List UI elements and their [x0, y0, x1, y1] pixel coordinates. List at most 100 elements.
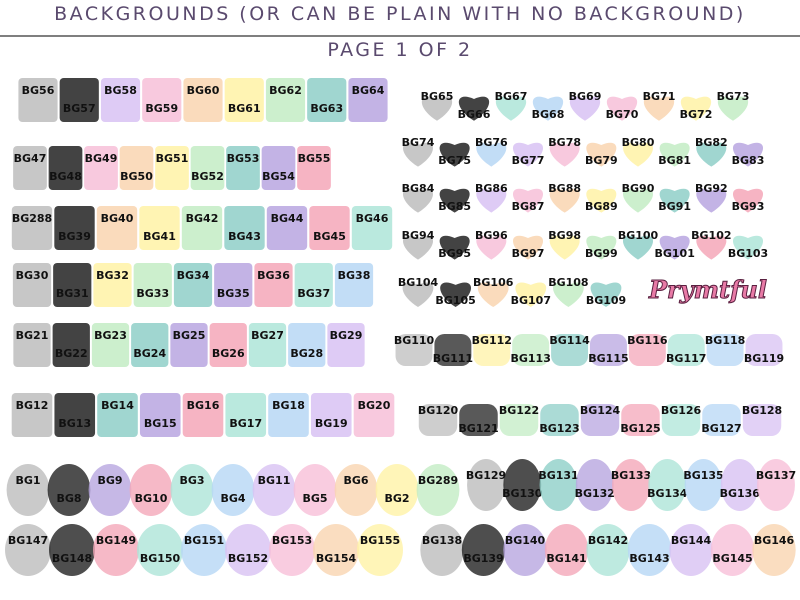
swatch-label: BG64 [352, 84, 385, 97]
swatch-label: BG108 [548, 276, 588, 289]
swatch-label: BG84 [402, 182, 435, 195]
swatch-label: BG123 [539, 422, 579, 435]
square-swatch [91, 323, 130, 367]
watercolor-swatch [434, 334, 472, 366]
splash-swatch [710, 524, 755, 576]
heart-swatch [402, 142, 434, 167]
square-swatch [52, 323, 90, 367]
swatch-label: BG126 [661, 404, 702, 417]
square-swatch [13, 146, 47, 190]
heart-swatch [532, 96, 564, 121]
swatch-label: BG44 [271, 212, 304, 225]
swatch-label: BG48 [49, 170, 82, 183]
swatch-label: BG127 [701, 422, 741, 435]
watercolor-swatch [512, 334, 550, 366]
swatch-label: BG98 [548, 229, 581, 242]
swatch-label: BG99 [585, 247, 618, 260]
heart-swatch [659, 188, 690, 213]
square-swatch [327, 323, 365, 367]
swatch-label: BG106 [473, 276, 514, 289]
swatch-label: BG1 [15, 474, 40, 487]
swatch-label: BG74 [402, 136, 435, 149]
swatch-label: BG154 [316, 552, 357, 565]
swatch-label: BG51 [156, 152, 189, 165]
swatch-label: BG102 [691, 229, 731, 242]
swatch-label: BG100 [618, 229, 659, 242]
swatch-label: BG15 [144, 417, 177, 430]
heart-swatch [512, 235, 544, 260]
square-swatch [173, 263, 213, 307]
swatch-label: BG141 [546, 552, 586, 565]
square-swatch [225, 393, 267, 437]
heart-swatch [512, 142, 544, 167]
swatch-label: BG61 [228, 102, 261, 115]
square-swatch [288, 323, 326, 367]
heart-swatch [659, 235, 690, 260]
swatch-label: BG29 [330, 329, 363, 342]
swatch-label: BG45 [313, 230, 346, 243]
swatch-label: BG289 [418, 474, 458, 487]
swatch-label: BG77 [512, 154, 545, 167]
swatch-label: BG136 [720, 487, 761, 500]
swatch-label: BG41 [143, 230, 176, 243]
heart-swatch [458, 96, 490, 121]
swatch-label: BG16 [187, 399, 220, 412]
swatch-label: BG66 [458, 108, 491, 121]
swatch-label: BG58 [104, 84, 137, 97]
swatch-label: BG63 [310, 102, 343, 115]
splash-swatch [211, 464, 255, 516]
swatch-label: BG52 [191, 170, 224, 183]
heart-swatch [643, 96, 675, 121]
heart-swatch [552, 282, 584, 308]
swatch-label: BG122 [499, 404, 539, 417]
square-swatch [224, 78, 264, 122]
watercolor-swatch [499, 404, 539, 436]
square-swatch [59, 78, 99, 122]
swatch-label: BG57 [63, 102, 96, 115]
swatch-label: BG112 [472, 334, 512, 347]
swatch-label: BG91 [658, 200, 691, 213]
swatch-label: BG8 [56, 492, 81, 505]
swatch-label: BG135 [683, 469, 723, 482]
square-swatch [133, 263, 172, 307]
splash-swatch [313, 524, 359, 576]
swatch-label: BG119 [744, 352, 784, 365]
swatch-label: BG113 [510, 352, 550, 365]
heart-swatch [495, 96, 527, 121]
swatch-label: BG42 [186, 212, 219, 225]
swatch-label: BG149 [96, 534, 136, 547]
swatch-label: BG133 [611, 469, 651, 482]
swatch-label: BG27 [251, 329, 284, 342]
splash-swatch [503, 524, 547, 576]
swatch-label: BG2 [384, 492, 409, 505]
logo: Prymtful [648, 275, 767, 304]
swatch-label: BG95 [438, 247, 471, 260]
watercolor-swatch [418, 404, 458, 436]
square-swatch [353, 393, 395, 437]
splash-swatch [252, 464, 296, 516]
square-swatch [18, 78, 58, 122]
heart-swatch [549, 188, 580, 213]
splash-swatch [269, 524, 315, 576]
heart-swatch [549, 235, 580, 260]
swatch-label: BG124 [580, 404, 621, 417]
heart-swatch [622, 235, 654, 260]
swatch-label: BG145 [712, 552, 752, 565]
swatch-label: BG115 [588, 352, 628, 365]
swatch-label: BG11 [258, 474, 291, 487]
swatch-label: BG65 [421, 90, 454, 103]
heart-swatch [439, 235, 470, 260]
splash-swatch [357, 524, 403, 576]
splash-swatch [461, 524, 506, 576]
heart-swatch [696, 235, 727, 260]
swatch-label: BG101 [654, 247, 694, 260]
watercolor-swatch [621, 404, 660, 436]
square-swatch [226, 146, 260, 190]
splash-swatch [503, 459, 542, 511]
watercolor-swatch [661, 404, 701, 436]
swatch-label: BG73 [717, 90, 750, 103]
square-swatch [214, 263, 253, 307]
swatch-label: BG33 [136, 287, 169, 300]
